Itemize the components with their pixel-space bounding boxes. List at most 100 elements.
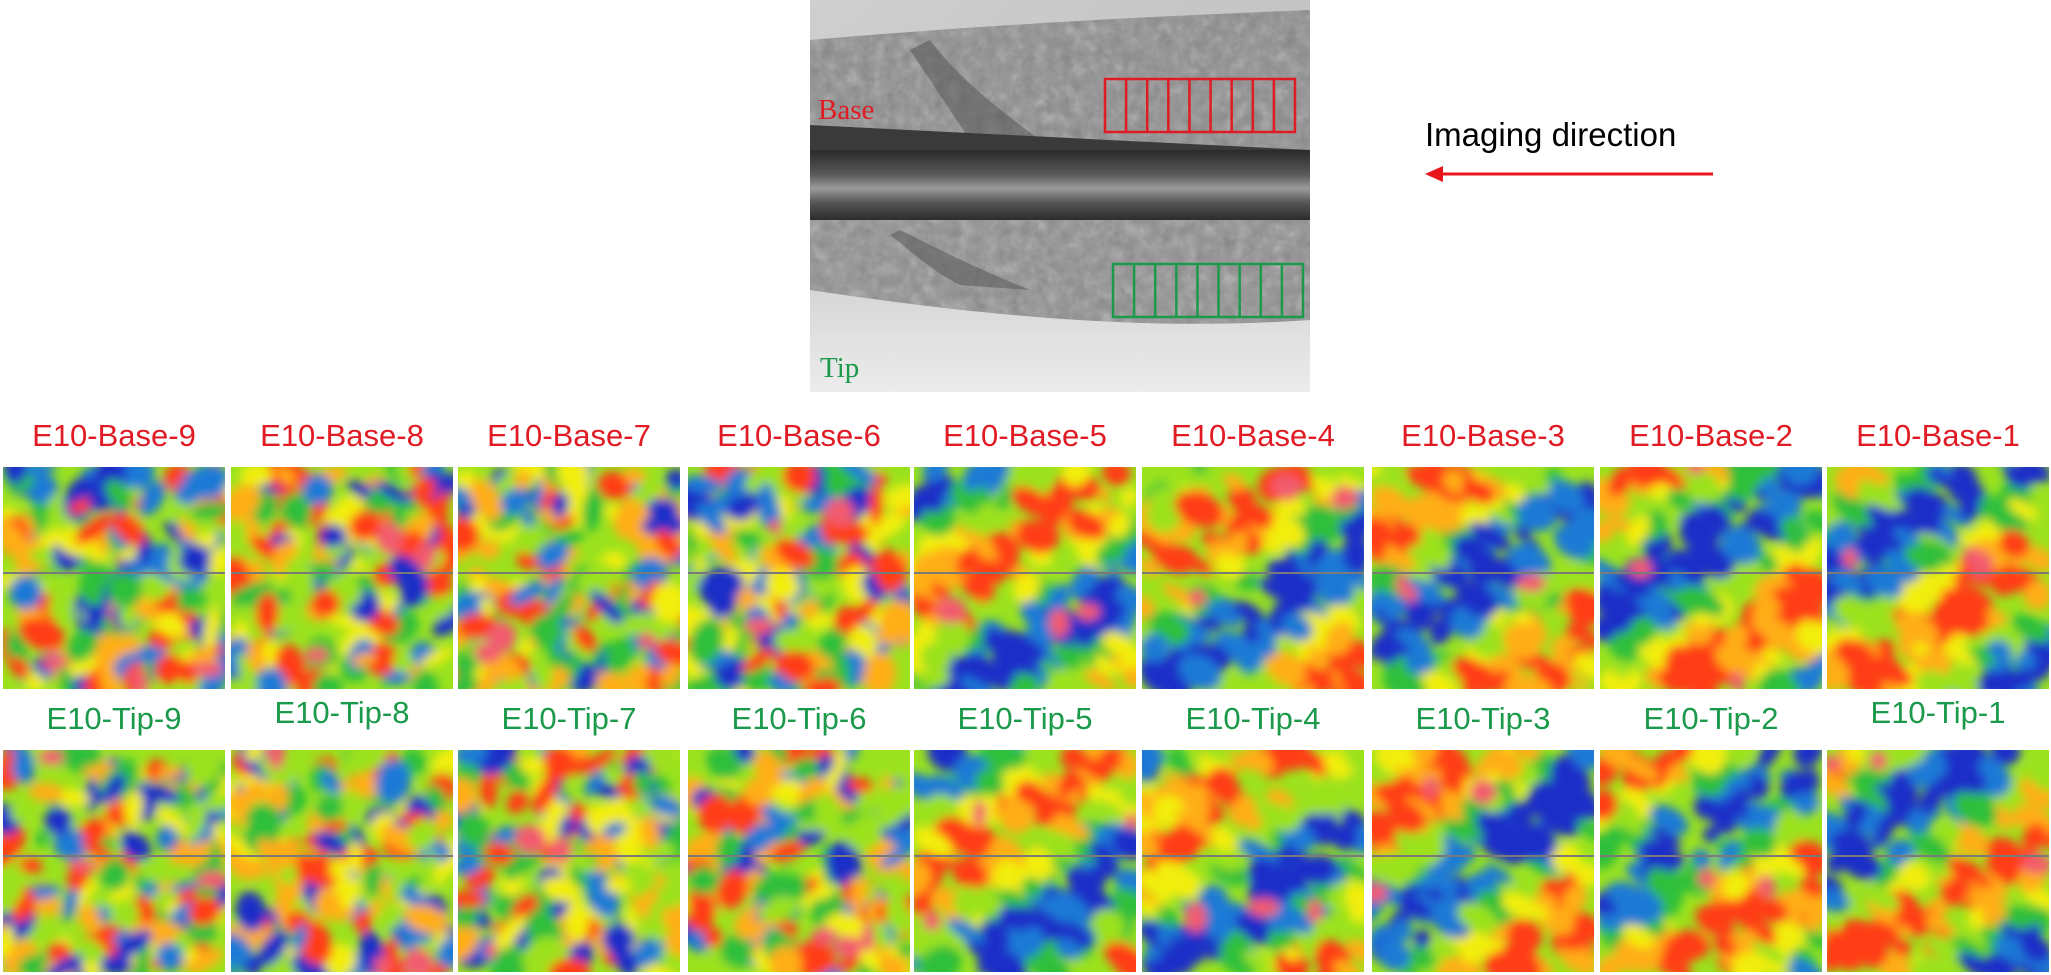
strain-blob: [1282, 946, 1303, 962]
strain-blob: [1683, 586, 1726, 617]
strain-blob: [1156, 860, 1194, 890]
strain-blob: [688, 568, 702, 594]
strain-blob: [1657, 468, 1687, 490]
strain-blob: [311, 560, 336, 580]
strain-blob: [1508, 543, 1552, 580]
strain-blob: [969, 559, 1002, 582]
strain-blob: [1743, 467, 1768, 481]
strain-blob: [798, 600, 821, 620]
strain-blob: [775, 538, 815, 569]
strain-blob: [1799, 537, 1822, 568]
tile-title: E10-Base-2: [1629, 418, 1793, 453]
strain-blob: [145, 920, 178, 946]
strain-blob: [1286, 956, 1309, 972]
strain-blob: [1078, 870, 1098, 892]
strain-blob: [500, 488, 529, 515]
strain-map-tile: [231, 750, 453, 972]
strain-blob: [240, 467, 273, 487]
strain-blob: [1021, 877, 1043, 898]
strain-blob: [111, 898, 140, 930]
strain-hotspot: [972, 800, 987, 827]
strain-blob: [45, 954, 84, 972]
strain-blob: [420, 647, 453, 668]
strain-blob: [1575, 917, 1594, 942]
strain-blob: [1796, 768, 1819, 795]
strain-blob: [1982, 671, 2016, 689]
strain-blob: [716, 869, 748, 910]
strain-blob: [259, 930, 289, 965]
strain-blob: [1693, 796, 1719, 820]
tile-title: E10-Base-9: [32, 418, 196, 453]
strain-blob: [235, 891, 267, 932]
strain-blob: [1197, 884, 1229, 916]
left-arrow-icon: [1425, 166, 1713, 182]
strain-blob: [375, 759, 412, 805]
strain-blob: [437, 936, 453, 969]
strain-blob: [1657, 664, 1691, 689]
strain-blob: [2007, 498, 2039, 520]
strain-hotspot: [67, 859, 98, 872]
strain-blob: [237, 652, 258, 689]
strain-blob: [1484, 750, 1523, 779]
strain-blob: [576, 571, 613, 600]
strain-blob: [1894, 612, 1939, 648]
tile-title: E10-Tip-9: [46, 701, 182, 736]
strain-blob: [112, 635, 143, 654]
strain-blob: [947, 918, 985, 944]
strain-blob: [120, 831, 152, 861]
strain-blob: [1911, 572, 1943, 597]
strain-blob: [426, 784, 447, 813]
strain-blob: [3, 750, 14, 791]
strain-blob: [1646, 497, 1685, 525]
strain-map-tile: [1600, 750, 1822, 972]
strain-blob: [1914, 511, 1941, 541]
strain-blob: [1419, 498, 1462, 532]
strain-blob: [231, 789, 252, 815]
strain-blob: [232, 511, 247, 550]
strain-blob: [782, 611, 799, 631]
strain-blob: [1830, 568, 1864, 595]
strain-blob: [351, 652, 377, 667]
strain-blob: [1746, 510, 1788, 541]
strain-blob: [1979, 764, 2012, 797]
strain-blob: [274, 819, 304, 840]
strain-blob: [319, 770, 342, 794]
strain-blob: [2004, 467, 2034, 489]
strain-blob: [302, 473, 334, 506]
strain-blob: [354, 911, 372, 934]
strain-blob: [1316, 477, 1335, 499]
strain-blob: [458, 517, 480, 552]
strain-blob: [1898, 862, 1931, 891]
strain-blob: [19, 856, 43, 874]
strain-blob: [719, 934, 754, 968]
strain-blob: [133, 600, 161, 621]
strain-blob: [431, 750, 453, 779]
strain-blob: [850, 876, 868, 914]
strain-blob: [1101, 631, 1135, 658]
tile-title: E10-Tip-3: [1415, 701, 1551, 736]
strain-blob: [458, 900, 479, 929]
strain-blob: [824, 750, 847, 793]
strain-blob: [1372, 810, 1397, 845]
strain-hotspot: [1842, 548, 1858, 569]
strain-blob: [993, 639, 1029, 669]
strain-blob: [1268, 925, 1295, 952]
strain-blob: [1336, 474, 1364, 500]
strain-blob: [479, 597, 494, 617]
strain-blob: [311, 589, 341, 618]
strain-blob: [1484, 951, 1517, 972]
strain-blob: [1526, 856, 1557, 878]
strain-blob: [1628, 616, 1656, 646]
strain-map-tile: [1372, 467, 1594, 689]
strain-blob: [186, 751, 220, 787]
strain-blob: [1335, 857, 1364, 882]
strain-blob: [180, 511, 223, 534]
strain-blob: [1255, 637, 1277, 658]
strain-blob: [1092, 590, 1127, 614]
strain-blob: [1389, 522, 1421, 553]
tile-title: E10-Base-4: [1171, 418, 1335, 453]
strain-blob: [319, 524, 347, 548]
strain-blob: [99, 859, 131, 891]
strain-blob: [1517, 750, 1540, 761]
strain-blob: [705, 750, 742, 781]
